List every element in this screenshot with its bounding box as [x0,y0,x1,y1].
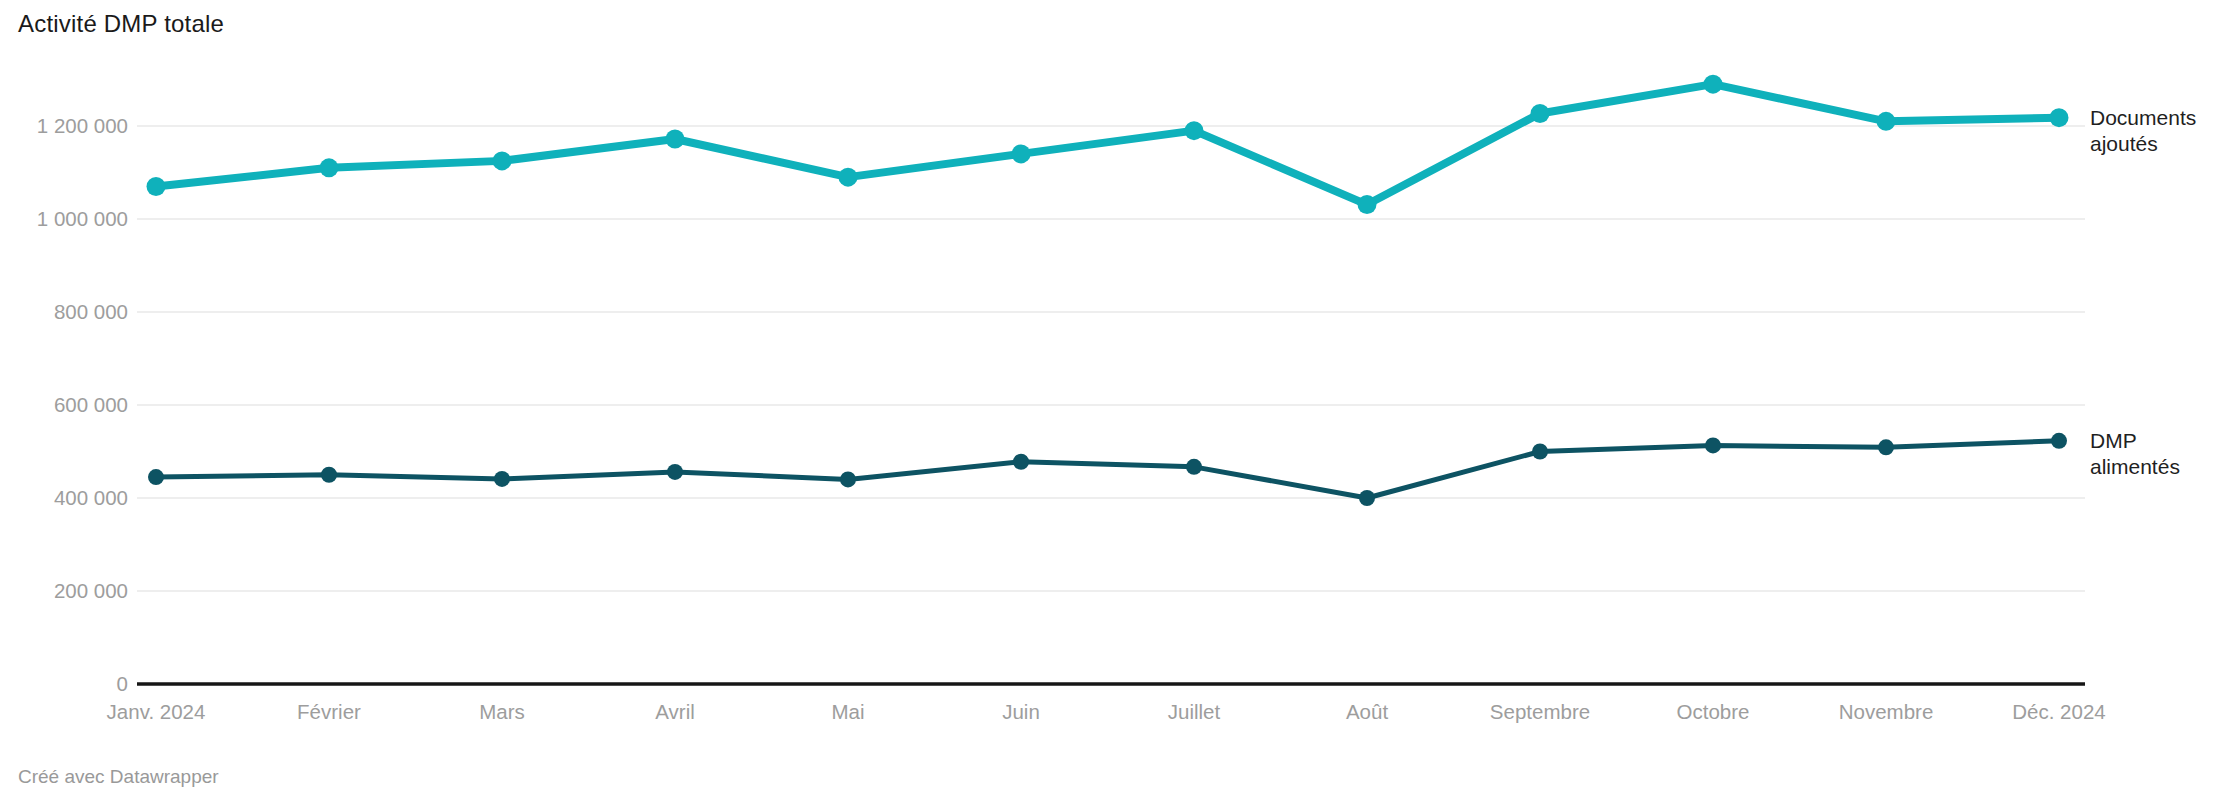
x-tick-label: Juin [931,699,1111,725]
x-tick-label: Déc. 2024 [1969,699,2149,725]
data-point [1186,459,1202,475]
data-point [494,471,510,487]
legend-dmp-alimentes: DMPalimentés [2090,428,2222,480]
y-tick-label: 1 200 000 [16,113,128,139]
x-tick-label: Février [239,699,419,725]
data-point [2051,433,2067,449]
x-tick-label: Août [1277,699,1457,725]
data-point [493,151,512,170]
y-tick-label: 800 000 [16,299,128,325]
line-chart-plot [0,0,2222,812]
data-point [147,177,166,196]
data-point [1878,439,1894,455]
y-tick-label: 1 000 000 [16,206,128,232]
data-point [1012,144,1031,163]
data-point [666,130,685,149]
series-line-dmp-alimentes [156,441,2059,498]
x-tick-label: Mai [758,699,938,725]
data-point [1013,454,1029,470]
data-point [1704,75,1723,94]
x-tick-label: Juillet [1104,699,1284,725]
x-tick-label: Octobre [1623,699,1803,725]
x-tick-label: Septembre [1450,699,1630,725]
data-point [1877,112,1896,131]
y-tick-label: 400 000 [16,485,128,511]
data-point [320,158,339,177]
x-tick-label: Mars [412,699,592,725]
data-point [1532,444,1548,460]
x-tick-label: Avril [585,699,765,725]
y-tick-label: 200 000 [16,578,128,604]
data-point [840,471,856,487]
data-point [1531,104,1550,123]
legend-line: Documents [2090,105,2222,131]
series-line-documents-ajoutes [156,84,2059,204]
x-tick-label: Janv. 2024 [66,699,246,725]
x-tick-label: Novembre [1796,699,1976,725]
data-point [148,469,164,485]
y-tick-label: 600 000 [16,392,128,418]
legend-documents-ajoutes: Documentsajoutés [2090,105,2222,157]
y-tick-label: 0 [16,671,128,697]
data-point [1359,490,1375,506]
data-point [1185,121,1204,140]
data-point [1358,195,1377,214]
legend-line: DMP [2090,428,2222,454]
legend-line: alimentés [2090,454,2222,480]
data-point [667,464,683,480]
data-point [2050,108,2069,127]
data-point [1705,437,1721,453]
data-point [839,168,858,187]
legend-line: ajoutés [2090,131,2222,157]
data-point [321,467,337,483]
chart-canvas: Activité DMP totale 0200 000400 000600 0… [0,0,2222,812]
footer-credit: Créé avec Datawrapper [18,766,219,788]
